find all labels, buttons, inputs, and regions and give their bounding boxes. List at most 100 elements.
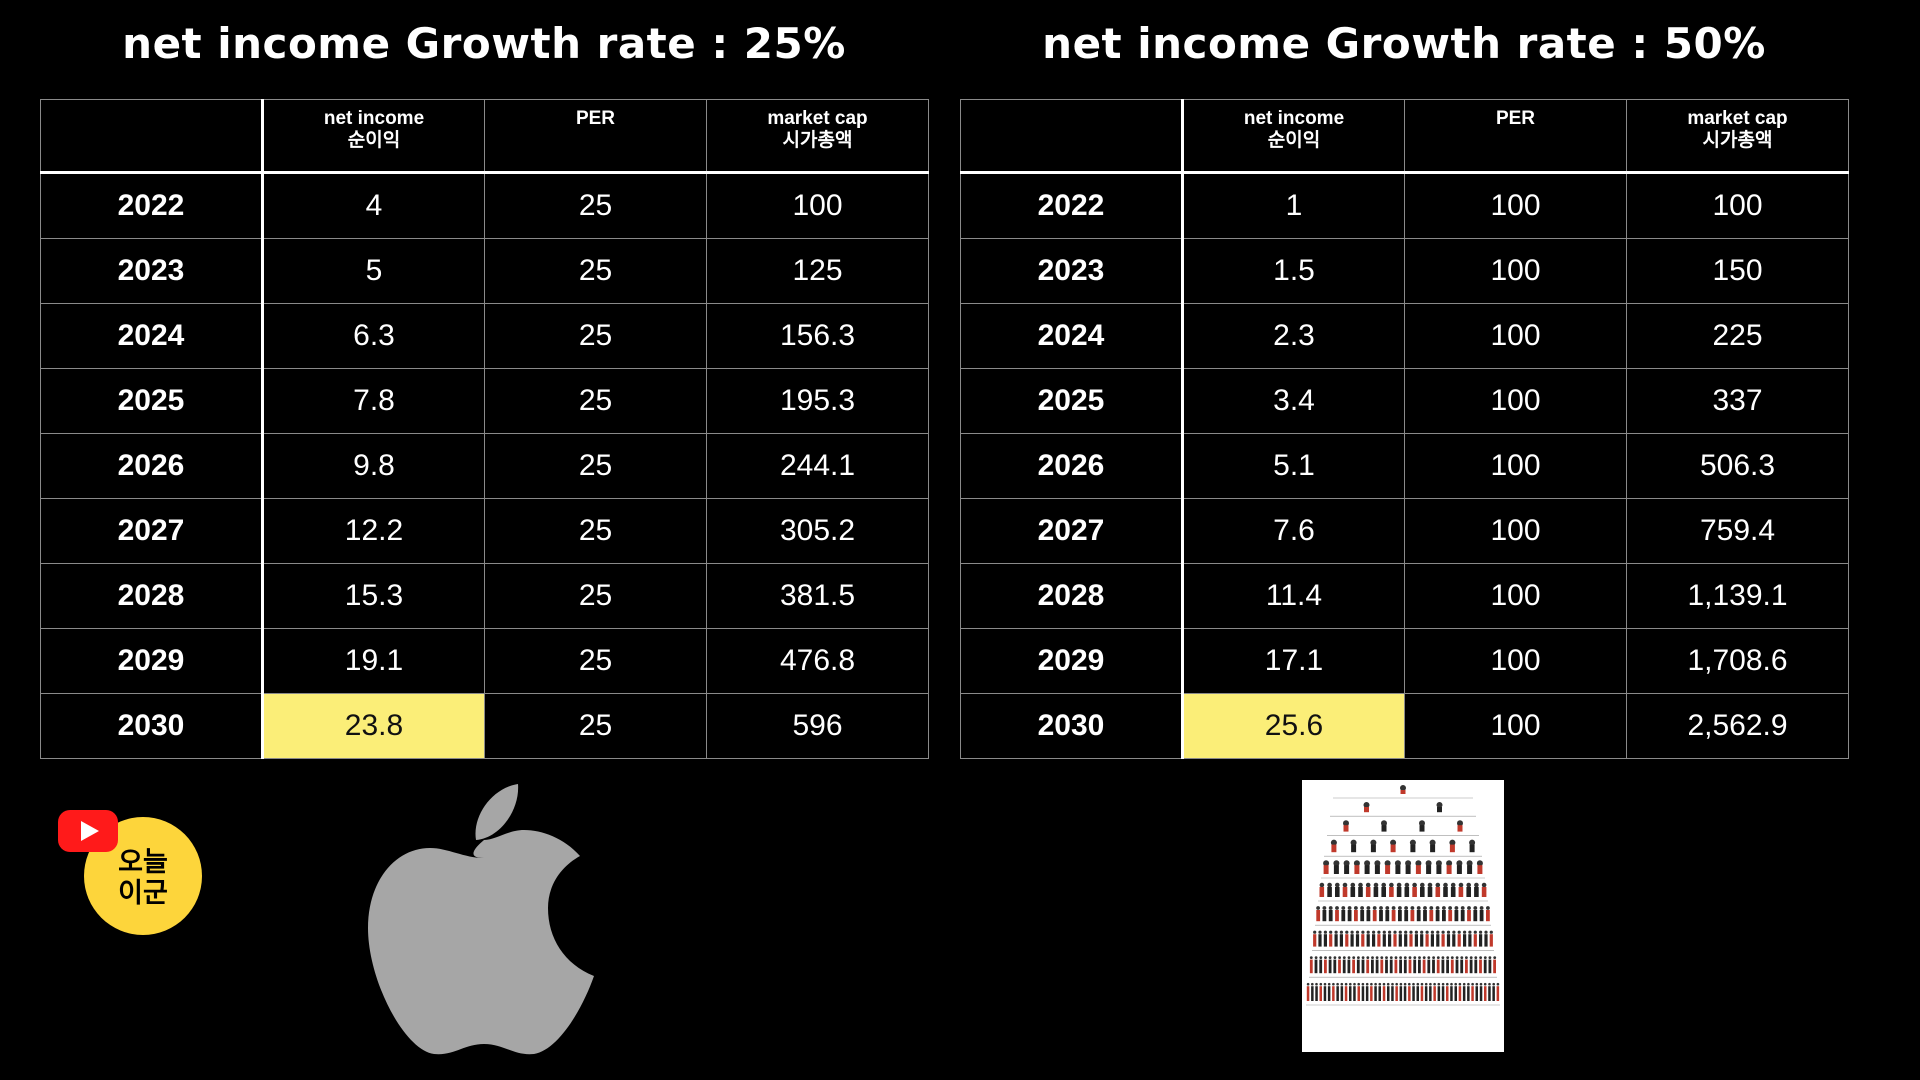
net-income-cell: 11.4 [1182, 563, 1405, 629]
market-cap-cell: 125 [706, 238, 929, 304]
year-cell: 2025 [40, 368, 264, 434]
market-cap-cell: 244.1 [706, 433, 929, 499]
net-income-cell: 3.4 [1182, 368, 1405, 434]
table-row: 2025 7.8 25 195.3 [40, 368, 929, 434]
year-cell: 2030 [40, 693, 264, 759]
year-column-header [40, 99, 264, 174]
per-column-header: PER [1404, 99, 1627, 174]
year-cell: 2023 [40, 238, 264, 304]
table-row: 2026 9.8 25 244.1 [40, 433, 929, 499]
channel-name-line1: 오늘 [118, 847, 168, 878]
net-income-column-header: net income 순이익 [1182, 99, 1405, 174]
table-row: 2028 11.4 100 1,139.1 [960, 563, 1849, 629]
year-cell: 2024 [960, 303, 1184, 369]
left-valuation-table: net income 순이익 PER market cap 시가총액 2022 4… [40, 99, 929, 759]
market-cap-cell: 225 [1626, 303, 1849, 369]
market-cap-header-ko: 시가총액 [782, 130, 853, 151]
year-cell: 2028 [960, 563, 1184, 629]
market-cap-cell: 195.3 [706, 368, 929, 434]
net-income-header-ko: 순이익 [347, 130, 401, 151]
market-cap-header-en: market cap [767, 108, 868, 129]
market-cap-cell: 156.3 [706, 303, 929, 369]
year-column-header [960, 99, 1184, 174]
market-cap-column-header: market cap 시가총액 [706, 99, 929, 174]
table-row: 2023 5 25 125 [40, 238, 929, 304]
table-row: 2029 17.1 100 1,708.6 [960, 628, 1849, 694]
year-cell: 2029 [960, 628, 1184, 694]
table-row: 2027 7.6 100 759.4 [960, 498, 1849, 564]
net-income-cell: 4 [262, 172, 485, 239]
table-row: 2030 25.6 100 2,562.9 [960, 693, 1849, 759]
per-cell: 100 [1404, 498, 1627, 564]
market-cap-cell: 1,708.6 [1626, 628, 1849, 694]
per-cell: 100 [1404, 563, 1627, 629]
net-income-cell: 1 [1182, 172, 1405, 239]
year-cell: 2023 [960, 238, 1184, 304]
net-income-cell: 19.1 [262, 628, 485, 694]
channel-name-line2: 이군 [118, 878, 168, 909]
net-income-cell: 9.8 [262, 433, 485, 499]
net-income-header-ko: 순이익 [1267, 130, 1321, 151]
net-income-cell: 5.1 [1182, 433, 1405, 499]
youtube-play-icon [58, 810, 118, 852]
table-row: 2023 1.5 100 150 [960, 238, 1849, 304]
net-income-header-en: net income [1243, 108, 1345, 129]
per-cell: 100 [1404, 433, 1627, 499]
market-cap-cell: 305.2 [706, 498, 929, 564]
per-cell: 25 [484, 172, 707, 239]
market-cap-cell: 100 [1626, 172, 1849, 239]
net-income-cell: 1.5 [1182, 238, 1405, 304]
net-income-cell: 7.6 [1182, 498, 1405, 564]
table-row: 2024 2.3 100 225 [960, 303, 1849, 369]
net-income-cell: 7.8 [262, 368, 485, 434]
per-cell: 25 [484, 433, 707, 499]
year-cell: 2024 [40, 303, 264, 369]
year-cell: 2026 [40, 433, 264, 499]
market-cap-cell: 506.3 [1626, 433, 1849, 499]
per-cell: 25 [484, 693, 707, 759]
per-cell: 100 [1404, 693, 1627, 759]
market-cap-header-en: market cap [1687, 108, 1788, 129]
market-cap-cell: 476.8 [706, 628, 929, 694]
channel-badge[interactable]: 오늘 이군 [58, 810, 208, 940]
table-row: 2024 6.3 25 156.3 [40, 303, 929, 369]
market-cap-cell: 100 [706, 172, 929, 239]
table-row: 2030 23.8 25 596 [40, 693, 929, 759]
year-cell: 2028 [40, 563, 264, 629]
year-cell: 2025 [960, 368, 1184, 434]
market-cap-cell: 150 [1626, 238, 1849, 304]
table-row: 2026 5.1 100 506.3 [960, 433, 1849, 499]
per-cell: 100 [1404, 172, 1627, 239]
market-cap-header-ko: 시가총액 [1702, 130, 1773, 151]
table-row: 2028 15.3 25 381.5 [40, 563, 929, 629]
year-cell: 2027 [40, 498, 264, 564]
year-cell: 2022 [40, 172, 264, 239]
market-cap-cell: 759.4 [1626, 498, 1849, 564]
net-income-cell: 12.2 [262, 498, 485, 564]
net-income-cell: 25.6 [1182, 693, 1405, 759]
per-cell: 25 [484, 368, 707, 434]
year-cell: 2026 [960, 433, 1184, 499]
right-valuation-table: net income 순이익 PER market cap 시가총액 2022 1… [960, 99, 1849, 759]
right-table-title: net income Growth rate : 50% [1042, 19, 1766, 68]
market-cap-cell: 1,139.1 [1626, 563, 1849, 629]
table-row: 2025 3.4 100 337 [960, 368, 1849, 434]
per-cell: 100 [1404, 303, 1627, 369]
net-income-cell: 5 [262, 238, 485, 304]
per-cell: 100 [1404, 368, 1627, 434]
net-income-column-header: net income 순이익 [262, 99, 485, 174]
per-cell: 25 [484, 498, 707, 564]
net-income-cell: 2.3 [1182, 303, 1405, 369]
year-cell: 2027 [960, 498, 1184, 564]
table-header-row: net income 순이익 PER market cap 시가총액 [40, 99, 929, 174]
pyramid-hierarchy-image [1302, 780, 1504, 1052]
market-cap-cell: 337 [1626, 368, 1849, 434]
market-cap-column-header: market cap 시가총액 [1626, 99, 1849, 174]
table-header-row: net income 순이익 PER market cap 시가총액 [960, 99, 1849, 174]
net-income-header-en: net income [323, 108, 425, 129]
per-cell: 25 [484, 303, 707, 369]
market-cap-cell: 381.5 [706, 563, 929, 629]
left-table-title: net income Growth rate : 25% [122, 19, 846, 68]
per-cell: 25 [484, 238, 707, 304]
net-income-cell: 15.3 [262, 563, 485, 629]
